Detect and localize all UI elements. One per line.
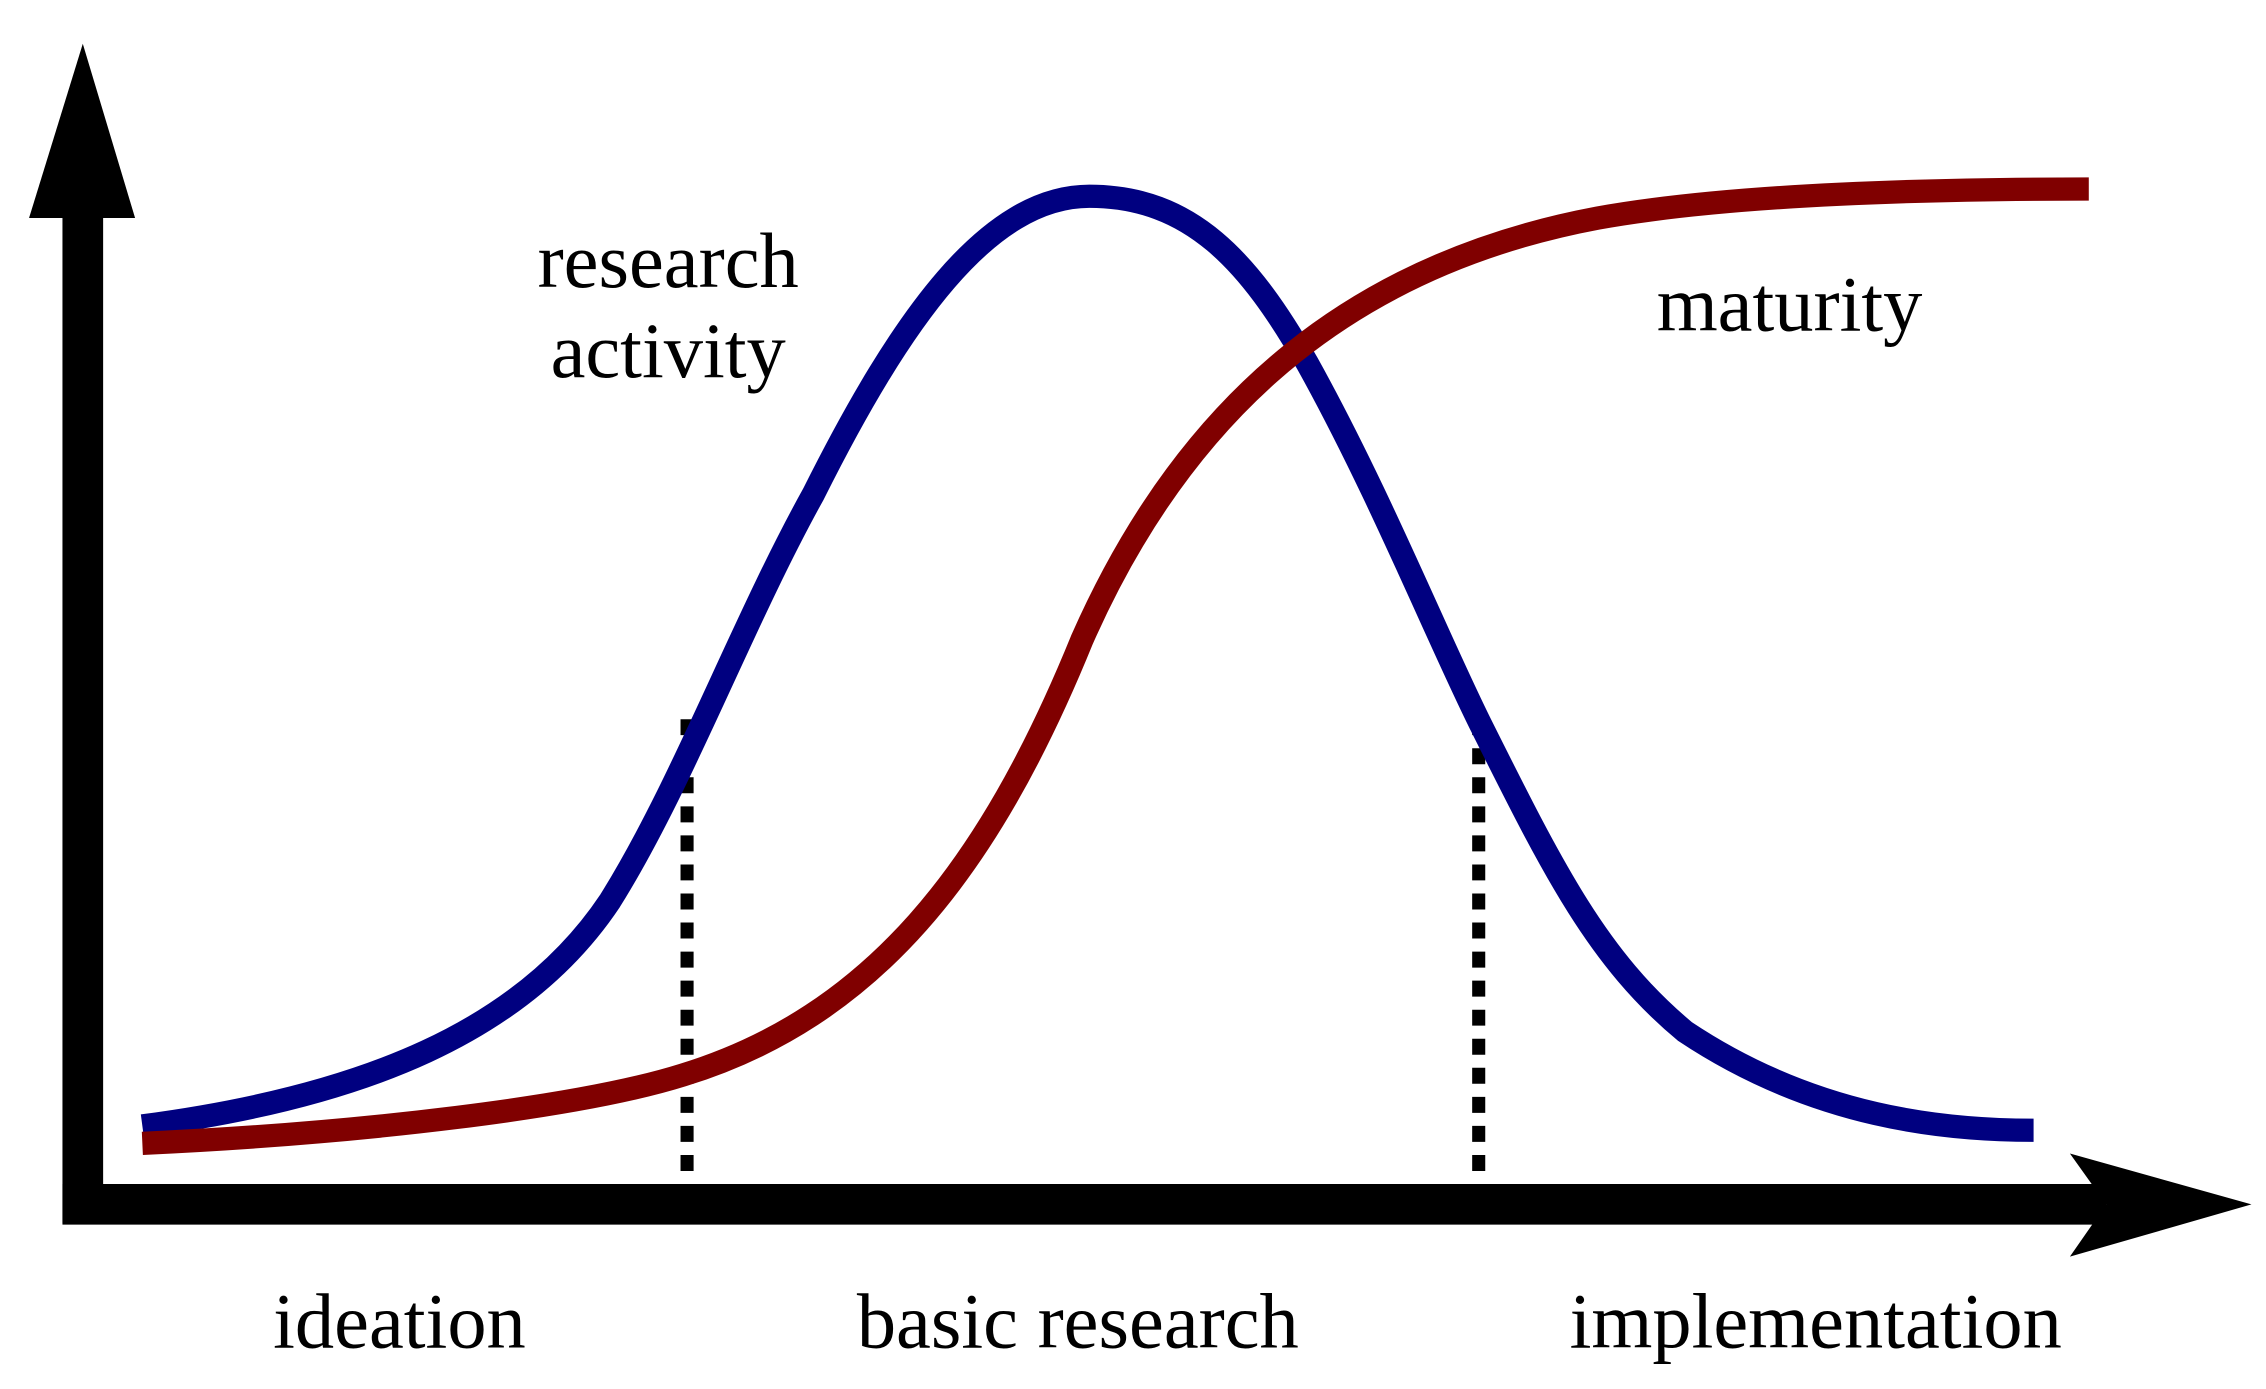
curve-label: research (538, 217, 799, 304)
curve-label: maturity (1657, 260, 1923, 347)
curve-label: activity (551, 307, 786, 394)
research-activity-curve (140, 184, 2034, 1142)
maturity-curve (141, 177, 2089, 1155)
phase-label: implementation (1570, 1277, 2062, 1364)
phase-label: ideation (273, 1277, 526, 1364)
x-axis-arrow (2069, 1153, 2252, 1257)
phase-label: basic research (857, 1277, 1299, 1364)
y-axis-arrow (29, 43, 136, 219)
